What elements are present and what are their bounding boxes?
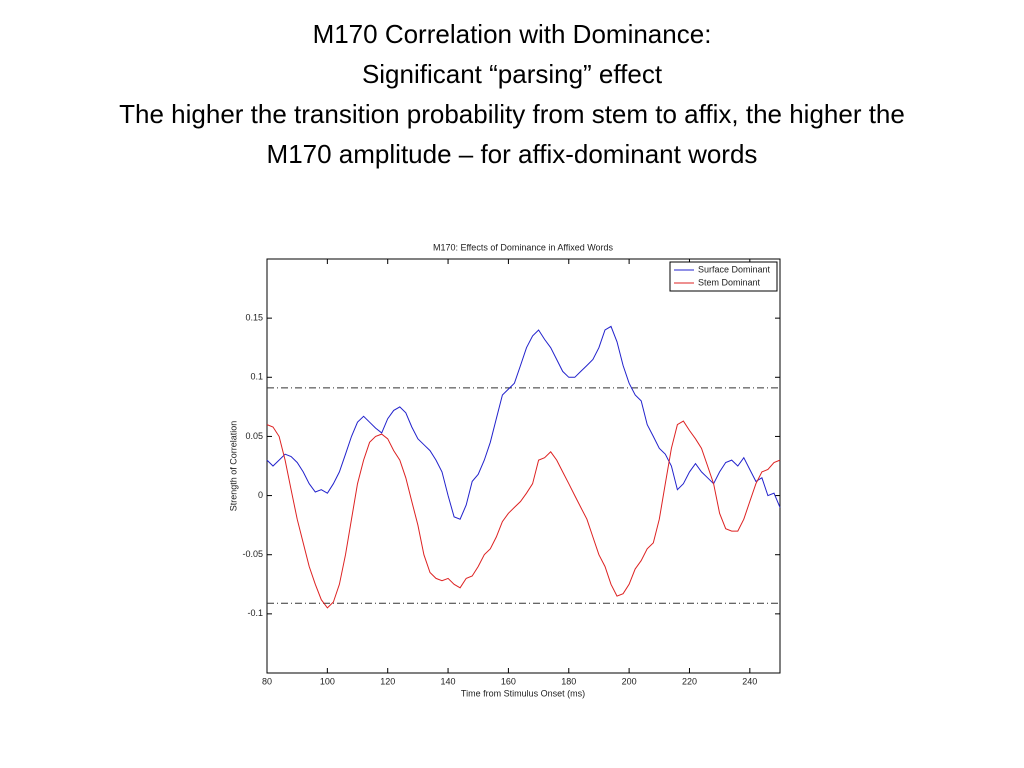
slide-title: M170 Correlation with Dominance: Signifi… — [0, 14, 1024, 174]
title-line: Significant “parsing” effect — [361, 59, 663, 89]
legend-label: Stem Dominant — [698, 277, 761, 287]
title-line: M170 amplitude – for affix-dominant word… — [266, 139, 758, 169]
y-tick-label: 0.05 — [245, 431, 263, 441]
y-axis-label: Strength of Correlation — [228, 421, 238, 512]
x-tick-label: 180 — [561, 676, 576, 686]
title-line: The higher the transition probability fr… — [119, 99, 905, 129]
x-tick-label: 240 — [742, 676, 757, 686]
y-tick-label: -0.05 — [242, 549, 263, 559]
y-tick-label: 0 — [258, 490, 263, 500]
title-line: M170 Correlation with Dominance: — [312, 19, 712, 49]
x-tick-label: 220 — [682, 676, 697, 686]
x-tick-label: 80 — [262, 676, 272, 686]
y-tick-label: -0.1 — [247, 608, 263, 618]
legend-box — [669, 261, 778, 292]
y-tick-label: 0.15 — [245, 313, 263, 323]
x-tick-label: 160 — [501, 676, 516, 686]
series-line — [266, 420, 781, 609]
legend-label: Surface Dominant — [698, 264, 771, 274]
plot-area — [266, 258, 781, 674]
series-line — [266, 325, 781, 520]
y-tick-label: 0.1 — [250, 372, 263, 382]
x-tick-label: 100 — [320, 676, 335, 686]
x-tick-label: 140 — [441, 676, 456, 686]
x-tick-label: 120 — [380, 676, 395, 686]
x-axis-label: Time from Stimulus Onset (ms) — [461, 688, 585, 698]
chart-title: M170: Effects of Dominance in Affixed Wo… — [433, 242, 614, 252]
x-tick-label: 200 — [622, 676, 637, 686]
